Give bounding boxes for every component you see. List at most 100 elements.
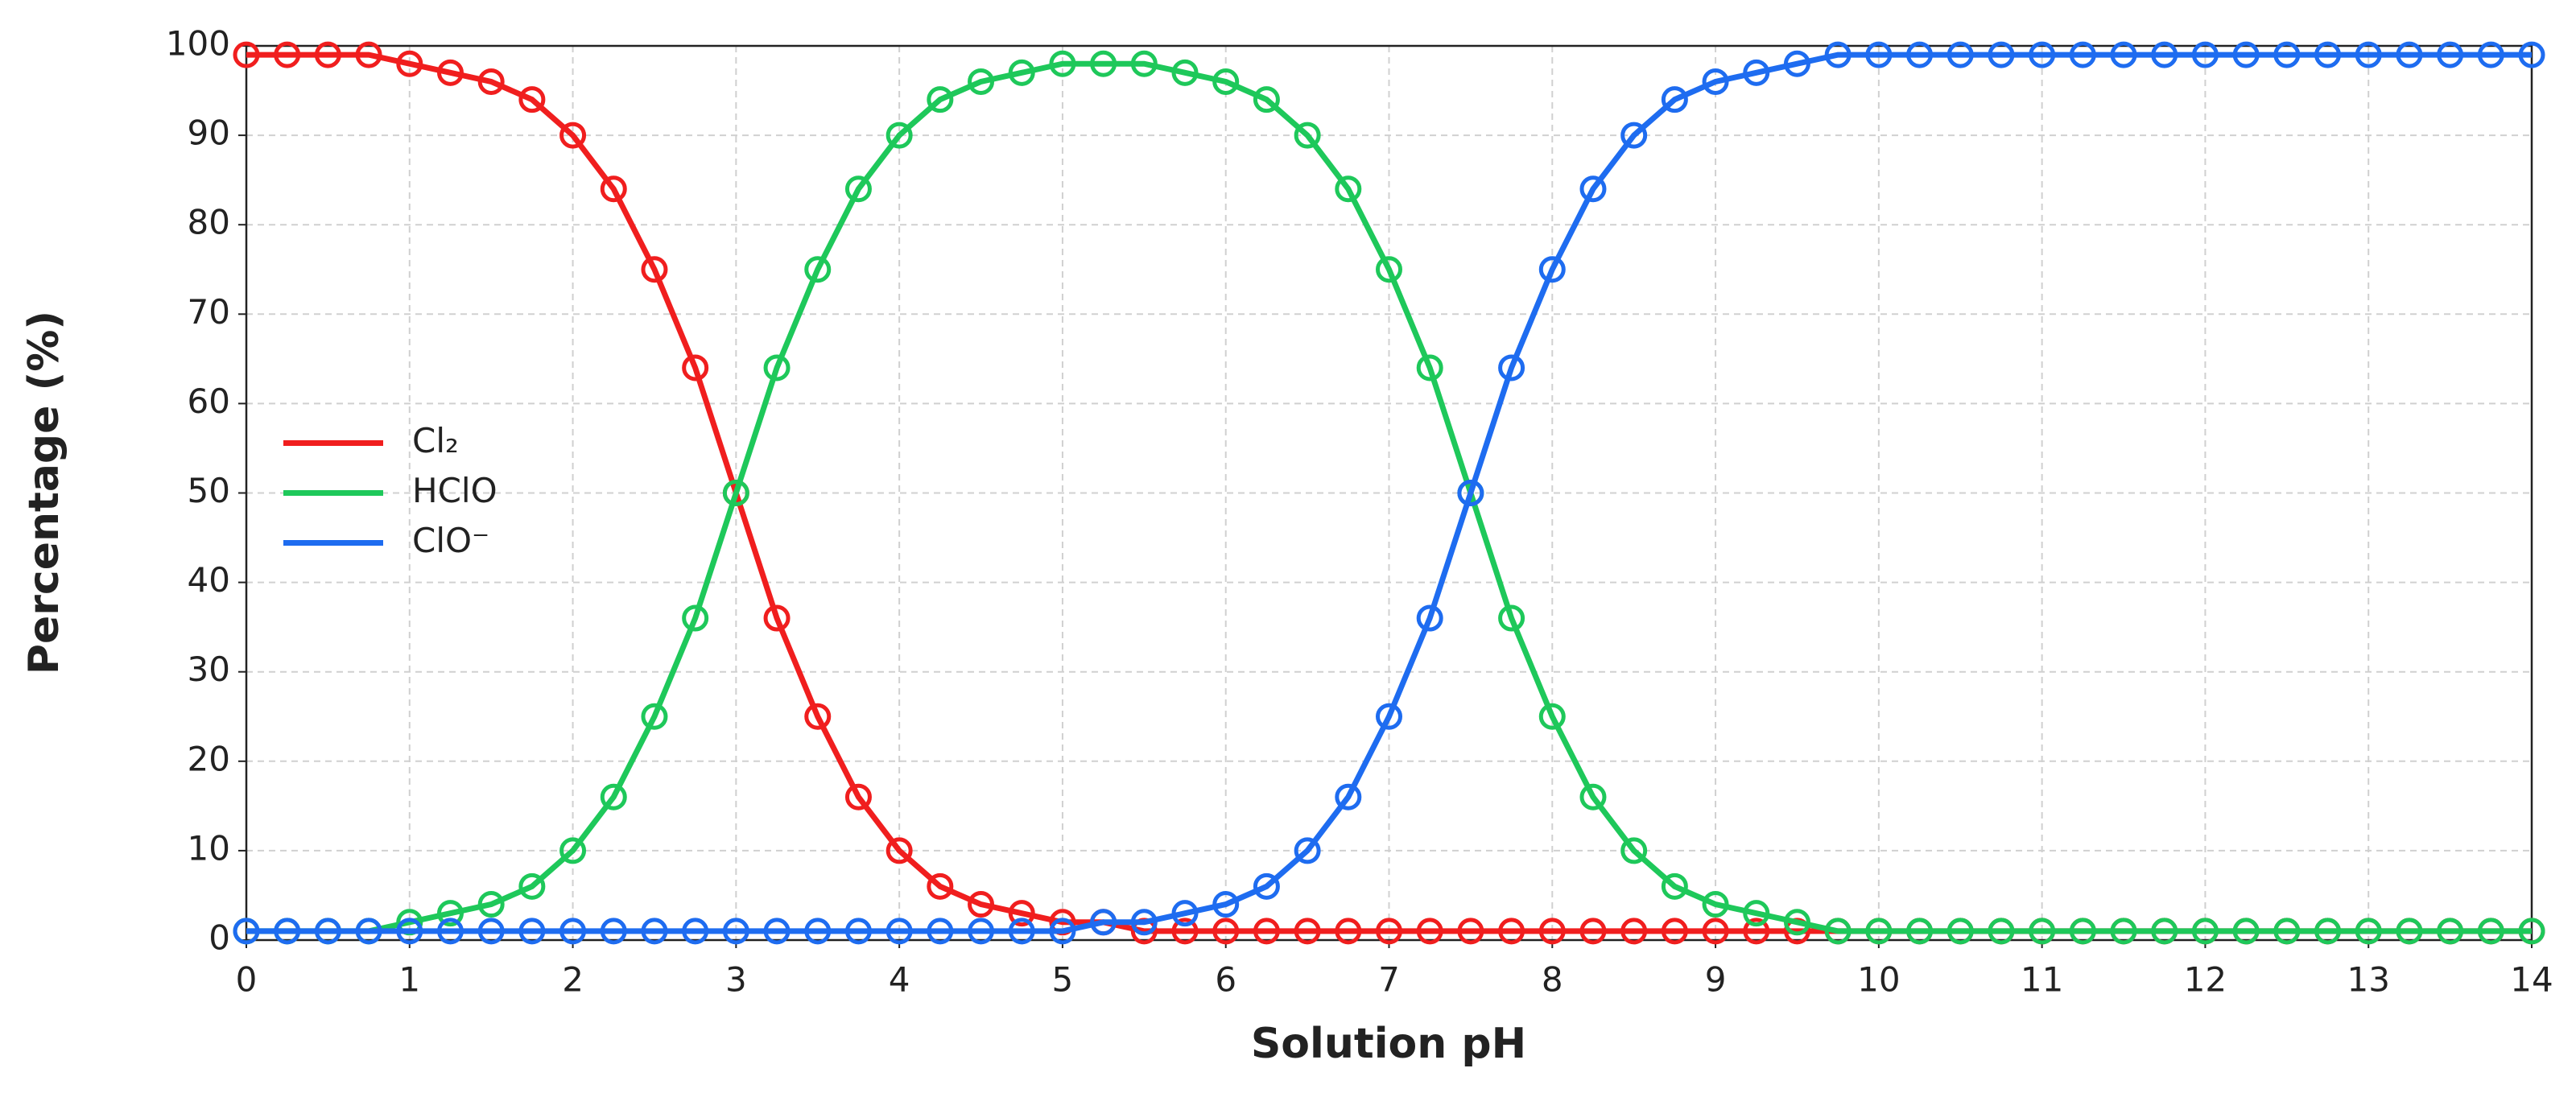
data-point (1049, 50, 1076, 77)
data-point (314, 918, 341, 945)
data-point (1865, 918, 1893, 945)
data-point (968, 918, 995, 945)
y-tick-label: 30 (188, 650, 230, 689)
data-point (2396, 918, 2423, 945)
data-point (1130, 50, 1158, 77)
data-point (844, 918, 872, 945)
x-tick-label: 6 (1215, 960, 1236, 1000)
legend-label: HClO (412, 471, 497, 510)
data-point (968, 891, 995, 918)
data-point (1783, 909, 1810, 936)
data-point (2477, 918, 2504, 945)
data-point (1212, 891, 1240, 918)
data-point (396, 50, 423, 77)
data-point (355, 918, 382, 945)
data-point (518, 918, 546, 945)
x-tick-label: 5 (1052, 960, 1074, 1000)
x-tick-label: 14 (2510, 960, 2553, 1000)
data-point (886, 122, 913, 149)
data-point (600, 918, 627, 945)
data-point (1008, 918, 1035, 945)
data-point (886, 837, 913, 864)
data-point (2518, 918, 2545, 945)
data-point (1335, 783, 1362, 810)
data-point (1416, 918, 1443, 945)
data-point (1335, 175, 1362, 203)
plot-frame (245, 44, 2533, 942)
data-point (927, 918, 954, 945)
data-point (2110, 41, 2137, 68)
data-point (1946, 41, 1974, 68)
data-point (274, 41, 301, 68)
data-point (722, 918, 749, 945)
data-point (2151, 918, 2178, 945)
data-point (1661, 872, 1688, 900)
data-point (1661, 918, 1688, 945)
data-point (2437, 41, 2464, 68)
data-point (1008, 900, 1035, 927)
data-point (1988, 918, 2015, 945)
data-point (2314, 41, 2342, 68)
data-point (477, 891, 505, 918)
data-point (1171, 900, 1199, 927)
x-tick-label: 11 (2021, 960, 2063, 1000)
data-point (641, 256, 668, 283)
data-point (2191, 918, 2219, 945)
y-tick-label: 100 (166, 24, 230, 64)
data-point (2396, 41, 2423, 68)
data-point (1824, 41, 1852, 68)
x-tick-label: 1 (398, 960, 420, 1000)
data-point (1743, 900, 1770, 927)
data-point (2518, 41, 2545, 68)
data-point (1090, 909, 1117, 936)
data-point (968, 68, 995, 95)
data-point (1538, 703, 1566, 730)
data-point (396, 918, 423, 945)
data-point (927, 86, 954, 113)
y-tick-label: 10 (188, 828, 230, 868)
data-point (763, 354, 791, 382)
x-tick-label: 12 (2184, 960, 2227, 1000)
data-point (2191, 41, 2219, 68)
data-point (1498, 354, 1525, 382)
data-point (1498, 918, 1525, 945)
y-tick-label: 60 (188, 382, 230, 421)
y-tick-label: 20 (188, 739, 230, 778)
data-point (682, 918, 709, 945)
legend-label: ClO⁻ (412, 521, 489, 560)
data-point (314, 41, 341, 68)
data-point (1620, 122, 1648, 149)
data-point (2437, 918, 2464, 945)
data-point (2355, 41, 2382, 68)
data-point (682, 354, 709, 382)
data-point (1376, 918, 1402, 945)
data-point (1579, 783, 1607, 810)
data-point (1620, 837, 1648, 864)
data-point (600, 783, 627, 810)
x-tick-label: 7 (1378, 960, 1400, 1000)
data-point (2314, 918, 2342, 945)
data-point (233, 41, 260, 68)
data-point (1416, 604, 1443, 632)
y-tick-label: 70 (188, 292, 230, 332)
data-point (1049, 918, 1076, 945)
data-point (1988, 41, 2015, 68)
data-point (559, 122, 587, 149)
data-point (1457, 918, 1484, 945)
data-point (641, 918, 668, 945)
data-point (1498, 604, 1525, 632)
data-point (804, 918, 832, 945)
x-tick-label: 10 (1857, 960, 1900, 1000)
y-tick-label: 40 (188, 560, 230, 600)
data-point (1906, 918, 1934, 945)
data-point (2069, 41, 2096, 68)
data-point (1702, 68, 1729, 95)
data-point (2069, 918, 2096, 945)
data-point (1212, 918, 1240, 945)
data-point (1620, 918, 1648, 945)
data-point (1130, 909, 1158, 936)
data-point (2477, 41, 2504, 68)
data-point (1865, 41, 1893, 68)
